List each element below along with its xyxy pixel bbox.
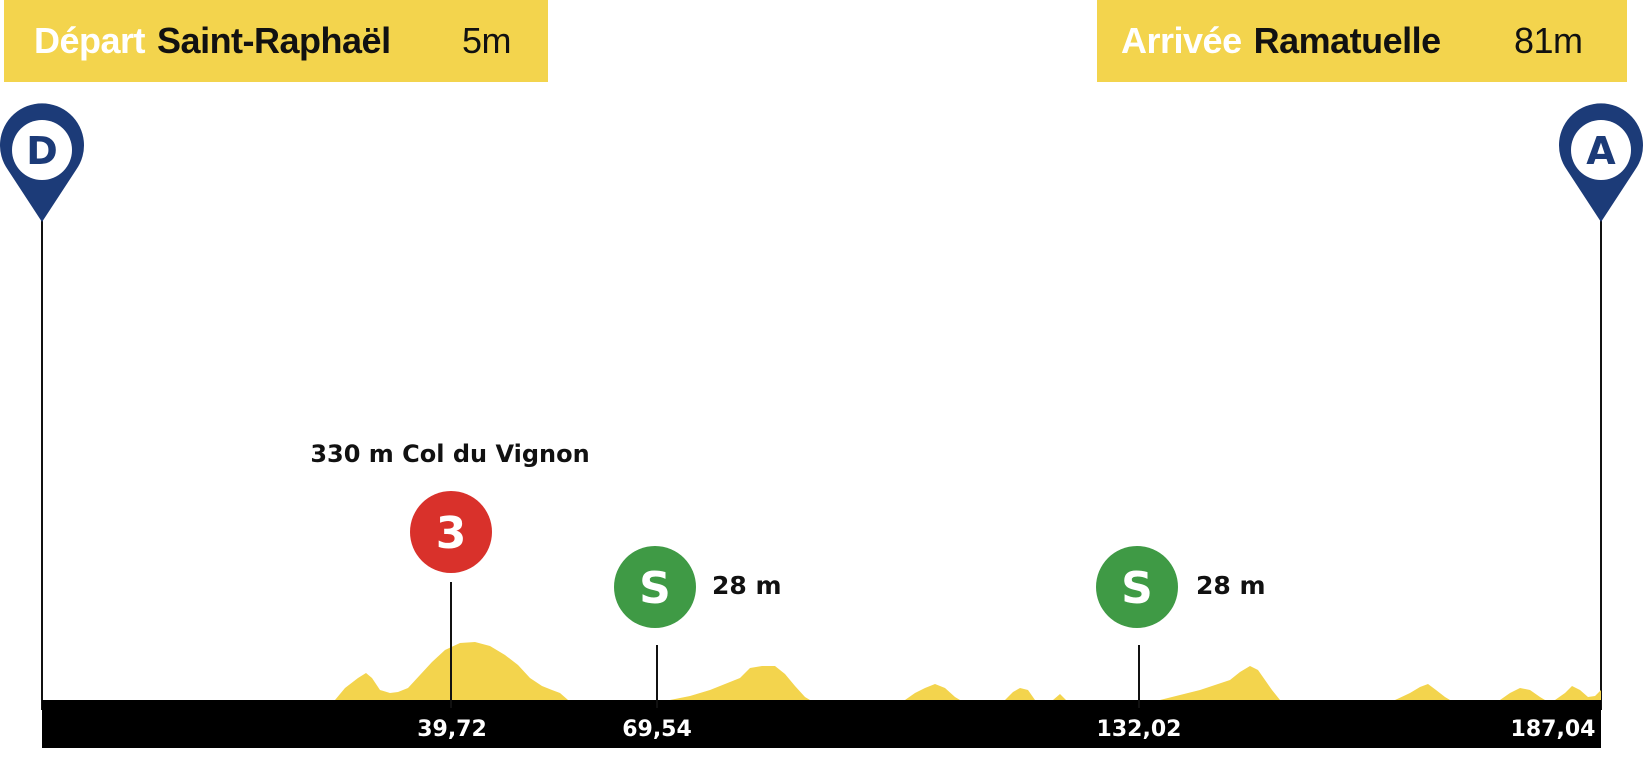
finish-city: Ramatuelle	[1253, 20, 1442, 61]
sprint-badge: S	[1096, 546, 1178, 628]
start-city: Saint-Raphaël	[157, 20, 391, 61]
finish-banner: Arrivée Ramatuelle 81m	[1097, 0, 1627, 82]
start-banner: Départ Saint-Raphaël 5m	[4, 0, 548, 82]
finish-pin-icon: A	[1559, 103, 1643, 222]
climb-category-text: 3	[436, 508, 467, 559]
start-keyword: Départ	[34, 20, 146, 61]
start-pin-letter: D	[26, 129, 58, 173]
km-label-climb: 39,72	[417, 717, 487, 742]
sprint-altitude: 28 m	[712, 571, 782, 600]
km-label-finish: 187,04	[1511, 717, 1596, 742]
start-altitude: 5m	[462, 20, 512, 61]
terrain-profile	[42, 642, 1601, 700]
sprint-letter: S	[639, 563, 671, 614]
sprint-badge: S	[614, 546, 696, 628]
start-pin-icon: D	[0, 103, 84, 222]
km-label-sprint-2: 132,02	[1097, 717, 1182, 742]
climb-title: 330 m Col du Vignon	[310, 440, 589, 468]
sprint-altitude: 28 m	[1196, 571, 1266, 600]
climb-category-badge: 3	[410, 491, 492, 573]
distance-axis-bar	[42, 700, 1601, 748]
sprint-letter: S	[1121, 563, 1153, 614]
finish-keyword: Arrivée	[1121, 20, 1242, 61]
finish-altitude: 81m	[1514, 20, 1583, 61]
km-label-sprint-1: 69,54	[622, 717, 692, 742]
finish-pin-letter: A	[1586, 129, 1616, 173]
